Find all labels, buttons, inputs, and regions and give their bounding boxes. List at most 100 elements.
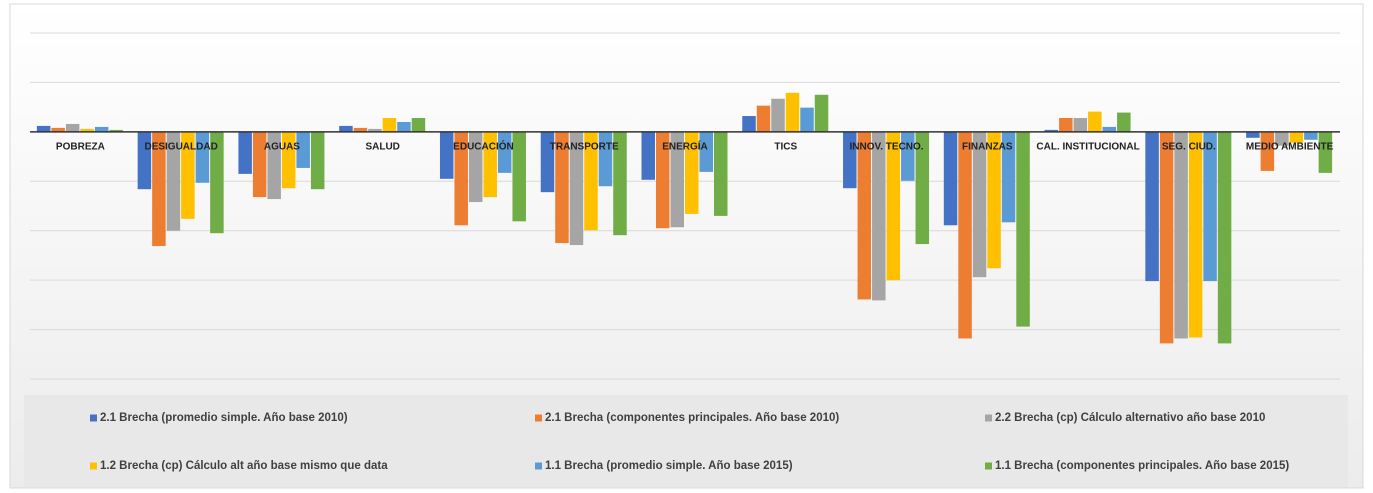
bar — [641, 131, 655, 180]
bar — [1145, 131, 1159, 282]
x-tick-label: INNOV. TECNO. — [849, 141, 923, 152]
bar — [714, 131, 728, 216]
x-tick-label: SALUD — [365, 141, 399, 152]
bar — [36, 125, 51, 132]
bar — [972, 131, 987, 278]
bar — [670, 131, 684, 228]
bar — [785, 92, 800, 132]
bar — [109, 129, 123, 132]
bar — [1159, 131, 1174, 344]
bar — [656, 131, 670, 229]
bar — [483, 131, 497, 198]
bar — [771, 98, 785, 132]
bar — [1304, 131, 1318, 140]
legend-swatch — [985, 414, 992, 422]
bar — [1275, 131, 1289, 146]
x-tick-label: AGUAS — [264, 141, 300, 152]
bar — [872, 131, 886, 301]
bar — [800, 107, 814, 132]
bar — [613, 131, 627, 236]
bar — [1188, 131, 1203, 338]
bar — [555, 131, 569, 244]
bar — [756, 105, 771, 132]
bar — [958, 131, 972, 339]
legend-label: 2.2 Brecha (cp) Cálculo alternativo año … — [995, 412, 1265, 424]
x-tick-label: MEDIO AMBIENTE — [1246, 141, 1334, 152]
bar — [353, 127, 368, 132]
bar — [468, 131, 483, 203]
bar — [569, 131, 584, 246]
bar — [987, 131, 1001, 269]
bar — [238, 131, 252, 174]
bar — [1174, 131, 1188, 339]
bar — [195, 131, 210, 183]
bar — [584, 131, 598, 231]
bar — [454, 131, 468, 226]
bar — [252, 131, 267, 198]
bar — [699, 131, 713, 172]
bar — [1073, 118, 1088, 132]
bar — [411, 118, 426, 132]
x-tick-label: ENERGÍA — [662, 139, 708, 152]
x-tick-label: TICS — [774, 141, 797, 152]
legend-label: 2.1 Brecha (componentes principales. Año… — [545, 412, 839, 424]
bar — [1289, 131, 1304, 143]
x-tick-label: FINANZAS — [962, 141, 1013, 152]
bar — [65, 123, 80, 132]
bar — [296, 131, 310, 168]
bar — [1059, 118, 1073, 132]
bar — [382, 118, 397, 132]
bar — [742, 116, 756, 132]
bar — [512, 131, 526, 222]
bar — [310, 131, 325, 190]
legend-label: 1.1 Brecha (componentes principales. Año… — [995, 460, 1289, 472]
legend-swatch — [985, 462, 992, 470]
x-tick-label: EDUCACIÓN — [453, 139, 514, 152]
x-tick-label: SEG. CIUD. — [1162, 141, 1216, 152]
bar — [1016, 131, 1030, 327]
bar — [1088, 111, 1102, 132]
bar — [1217, 131, 1232, 344]
legend-box — [24, 395, 1348, 487]
bar — [886, 131, 901, 281]
legend-swatch — [90, 414, 97, 422]
bar — [814, 94, 829, 132]
bar — [1246, 131, 1260, 138]
legend-label: 1.2 Brecha (cp) Cálculo alt año base mis… — [100, 460, 388, 472]
bar — [901, 131, 915, 181]
bar — [497, 131, 512, 173]
bar — [843, 131, 857, 189]
legend-swatch — [535, 462, 542, 470]
bar — [857, 131, 872, 300]
bar — [137, 131, 152, 190]
bar — [1102, 126, 1117, 132]
bar — [181, 131, 195, 219]
bar — [1318, 131, 1333, 173]
bar — [685, 131, 699, 214]
bar — [915, 131, 930, 245]
x-tick-label: CAL. INSTITUCIONAL — [1036, 141, 1139, 152]
bar — [339, 125, 353, 132]
legend-swatch — [535, 414, 542, 422]
bar — [166, 131, 181, 231]
bar — [540, 131, 555, 193]
bar — [598, 131, 613, 187]
bar — [267, 131, 281, 200]
x-tick-label: TRANSPORTE — [550, 141, 619, 152]
bar — [1260, 131, 1275, 171]
bar — [1203, 131, 1217, 282]
legend-swatch — [90, 462, 97, 470]
bar — [152, 131, 166, 247]
bar — [943, 131, 958, 226]
bar — [80, 128, 94, 132]
legend-label: 2.1 Brecha (promedio simple. Año base 20… — [100, 412, 348, 424]
bar — [439, 131, 454, 179]
bar — [1001, 131, 1016, 223]
x-tick-label: POBREZA — [56, 141, 105, 152]
bar — [51, 127, 65, 132]
bar — [94, 126, 109, 132]
legend-label: 1.1 Brecha (promedio simple. Año base 20… — [545, 460, 793, 472]
bar — [1044, 129, 1059, 132]
bar — [281, 131, 296, 189]
